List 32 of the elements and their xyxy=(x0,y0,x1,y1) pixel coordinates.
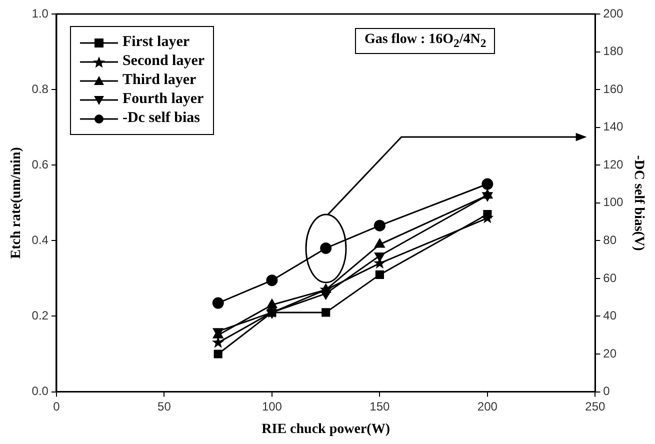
y2-tick-label: 100 xyxy=(603,195,624,210)
legend-label: Second layer xyxy=(122,53,205,70)
y-tick-label: 0.6 xyxy=(32,157,49,172)
y-tick-label: 0.0 xyxy=(32,384,49,398)
y2-axis-title: -DC self bias(V) xyxy=(630,155,646,252)
legend-label: Fourth layer xyxy=(122,91,204,108)
y2-tick-label: 120 xyxy=(603,157,624,172)
annotation: Gas flow : 16O$_{2}$/4N$_{2}$ xyxy=(355,28,496,54)
x-tick-label: 0 xyxy=(53,399,60,414)
legend-label: First layer xyxy=(122,34,190,51)
y2-tick-label: 20 xyxy=(603,346,617,360)
x-axis-title: RIE chuck power(W) xyxy=(262,422,390,438)
x-tick-label: 200 xyxy=(477,399,498,414)
y2-tick-label: 140 xyxy=(603,120,624,134)
y2-tick-label: 200 xyxy=(603,6,624,20)
x-tick-label: 150 xyxy=(370,399,390,414)
y-axis-title: Etch rate(um/min) xyxy=(9,146,24,259)
y2-tick-label: 40 xyxy=(603,308,617,323)
y2-tick-label: 80 xyxy=(603,232,617,247)
y2-tick-label: 60 xyxy=(603,270,617,285)
y-tick-label: 1.0 xyxy=(32,6,49,20)
y-tick-label: 0.2 xyxy=(32,308,49,323)
x-tick-label: 50 xyxy=(158,399,172,414)
x-tick-label: 250 xyxy=(585,399,606,414)
y2-tick-label: 160 xyxy=(603,82,624,96)
x-tick-label: 100 xyxy=(262,399,282,414)
legend-label: Third layer xyxy=(122,72,196,89)
y-tick-label: 0.4 xyxy=(32,232,49,247)
legend-label: -Dc self bias xyxy=(122,110,200,127)
y-tick-label: 0.8 xyxy=(32,82,49,96)
y2-tick-label: 180 xyxy=(603,44,624,58)
y2-tick-label: 0 xyxy=(603,384,610,398)
